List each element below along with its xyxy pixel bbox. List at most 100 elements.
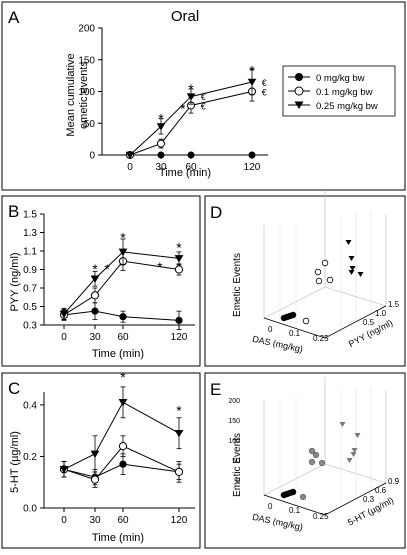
chart-c-point-filled-triangle-down bbox=[59, 466, 69, 474]
chart-c-ylabel: 5-HT (µg/ml) bbox=[9, 431, 21, 493]
chart-c-series-2-line bbox=[63, 401, 180, 470]
chart-c-ytick-label: 0.0 bbox=[23, 504, 37, 515]
chart-b-annotation: * bbox=[157, 259, 163, 275]
chart-e-point bbox=[339, 422, 346, 427]
chart-a-point-filled-triangle-down bbox=[125, 151, 135, 160]
chart-a-annotation: € bbox=[262, 88, 267, 98]
chart-e-base-axes bbox=[263, 482, 387, 516]
chart-a-xtick-label: 120 bbox=[244, 162, 261, 173]
chart-a-point-filled-circle bbox=[248, 151, 256, 159]
chart-a-annotation: * bbox=[188, 81, 194, 97]
chart-b-series-2-line bbox=[63, 251, 180, 315]
chart-e-xtick-2: 0.25 bbox=[313, 512, 329, 521]
chart-d-xtick-0: 0 bbox=[268, 325, 273, 334]
chart-a-series-1-line bbox=[129, 91, 253, 156]
chart-e-xtick-0: 0 bbox=[268, 502, 273, 511]
panel-letter-b: B bbox=[8, 202, 19, 221]
chart-a-xtick-label: 60 bbox=[185, 162, 197, 173]
chart-b-series-0-line bbox=[63, 310, 180, 321]
chart-a-point-filled-circle bbox=[157, 151, 165, 159]
chart-e-zlabel: Emetic Events bbox=[232, 433, 243, 497]
chart-c-point-filled-triangle-down bbox=[118, 399, 128, 407]
panel-c-frame bbox=[1, 372, 201, 549]
chart-c-plot: 0.0 0.2 0.4 0 30 60 120 * * bbox=[23, 369, 195, 526]
chart-a-point-filled-triangle-down bbox=[247, 78, 257, 87]
chart-e-point bbox=[312, 451, 320, 459]
chart-a-annotation: * bbox=[158, 111, 164, 127]
panel-b-frame bbox=[1, 195, 201, 367]
chart-d-zlabel: Emetic Events bbox=[232, 253, 243, 317]
chart-e-point bbox=[289, 488, 297, 496]
chart-b-point-filled-circle bbox=[91, 307, 99, 315]
chart-e-ztick: 200 bbox=[228, 398, 240, 405]
chart-a-ylabel-line1: Mean cumulative bbox=[65, 53, 77, 136]
chart-e-point bbox=[354, 433, 361, 438]
chart-d-point bbox=[348, 270, 355, 275]
chart-d-ytick-1: 1.0 bbox=[375, 309, 387, 318]
chart-a-annotation: € bbox=[201, 101, 206, 111]
panel-letter-c: C bbox=[8, 379, 20, 398]
chart-c-point-open-circle bbox=[118, 442, 128, 451]
chart-a-point-filled-triangle-down bbox=[186, 93, 196, 101]
chart-d-point bbox=[302, 317, 310, 325]
chart-c-xtick-label: 120 bbox=[171, 515, 188, 526]
chart-b-xtick-label: 120 bbox=[171, 332, 188, 343]
chart-b-plot: 0.3 0.5 0.7 0.9 1.1 1.3 1.5 0 30 60 120 * * * * * bbox=[23, 210, 195, 343]
chart-e-3d: Emetic Events DAS (mg/kg) 5-HT (µg/ml) 0… bbox=[228, 377, 400, 532]
chart-b-annotation: * bbox=[176, 240, 182, 256]
chart-d-point bbox=[348, 256, 355, 261]
chart-a-annotation: € bbox=[201, 92, 206, 102]
chart-a-series-2-line bbox=[129, 81, 253, 156]
chart-d-point bbox=[315, 277, 323, 285]
chart-b-point-filled-triangle-down bbox=[90, 275, 100, 283]
chart-a-ytick-label: 150 bbox=[78, 55, 95, 66]
chart-e-ytick-1: 0.6 bbox=[375, 486, 387, 495]
chart-e-ztick: 100 bbox=[228, 438, 240, 445]
chart-c-annotation: * bbox=[176, 402, 182, 418]
chart-c-point-filled-circle bbox=[119, 460, 127, 468]
chart-d-xtick-2: 0.25 bbox=[313, 334, 329, 343]
chart-d-ytick-2: 1.5 bbox=[388, 300, 400, 309]
chart-a-xtick-label: 30 bbox=[155, 162, 167, 173]
chart-e-point bbox=[346, 458, 353, 463]
chart-c-point-filled-triangle-down bbox=[174, 429, 184, 438]
chart-b-xtick-label: 0 bbox=[61, 332, 67, 343]
chart-b-annotation: * bbox=[92, 261, 98, 277]
chart-a-ytick-label: 0 bbox=[89, 151, 95, 162]
chart-a-ytick-label: 200 bbox=[78, 24, 95, 35]
legend-label-1: 0.1 mg/kg bw bbox=[316, 87, 373, 98]
chart-a-title: Oral bbox=[171, 8, 199, 25]
chart-c-series-0-line bbox=[63, 463, 180, 478]
chart-d-point bbox=[326, 276, 334, 284]
chart-c-ytick-label: 0.4 bbox=[23, 400, 37, 411]
panel-letter-a: A bbox=[8, 8, 20, 27]
chart-b-ytick-label: 0.7 bbox=[23, 284, 37, 295]
chart-e-ytick-2: 0.9 bbox=[388, 477, 400, 486]
chart-b-point-open-circle bbox=[90, 291, 100, 300]
panel-e-frame bbox=[204, 372, 406, 549]
chart-b-series-1-line bbox=[63, 260, 180, 316]
chart-d-points bbox=[280, 240, 364, 325]
legend-label-2: 0.25 mg/kg bw bbox=[316, 101, 378, 112]
chart-d-ytick-0: 0.5 bbox=[363, 318, 375, 327]
chart-e-point bbox=[318, 459, 326, 467]
chart-b-annotation: * bbox=[120, 229, 126, 245]
chart-b-ytick-label: 0.5 bbox=[23, 302, 37, 313]
panel-letter-d: D bbox=[210, 203, 222, 222]
chart-b-point-open-circle bbox=[174, 265, 184, 274]
chart-a-ylabel-line2: emetic events bbox=[78, 61, 90, 129]
chart-d-point bbox=[345, 240, 352, 245]
chart-d-point bbox=[349, 266, 356, 271]
chart-b-ytick-label: 0.9 bbox=[23, 265, 37, 276]
chart-d-point bbox=[357, 272, 364, 277]
chart-b-xlabel: Time (min) bbox=[92, 348, 144, 360]
chart-a-annotation: * bbox=[249, 62, 255, 78]
panel-a-frame bbox=[1, 1, 406, 191]
chart-c-series-1-line bbox=[63, 445, 180, 481]
chart-d-3d: Emetic Events DAS (mg/kg) PYY (ng/ml) 0 … bbox=[232, 190, 400, 354]
chart-c-point-open-circle bbox=[90, 475, 100, 484]
chart-b-point-filled-triangle-down bbox=[174, 255, 184, 263]
